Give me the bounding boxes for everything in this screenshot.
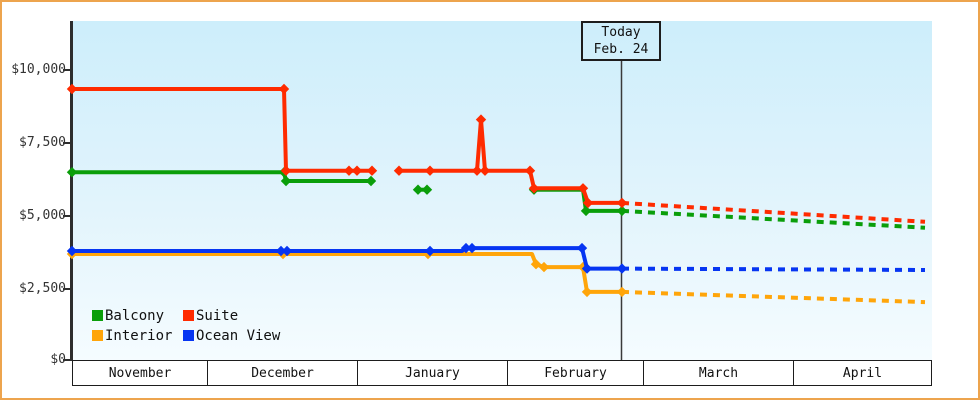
legend-label: Ocean View — [196, 327, 281, 344]
data-point-diamond — [616, 205, 628, 217]
series-balcony — [66, 167, 926, 230]
price-line — [72, 170, 371, 183]
y-axis-label: $7,500 — [19, 135, 66, 150]
data-point-diamond — [424, 165, 436, 176]
predicted-price-line — [621, 200, 926, 224]
data-point-diamond — [479, 165, 491, 176]
predicted-price-line — [621, 266, 926, 272]
month-cell-march: March — [643, 361, 793, 385]
legend-item-interior: Interior — [92, 326, 183, 345]
data-point-diamond — [582, 197, 594, 209]
series-ocean-view — [66, 242, 926, 274]
data-point-diamond — [393, 165, 405, 176]
series-suite — [66, 83, 926, 224]
data-point-diamond — [528, 183, 540, 194]
data-point-diamond — [460, 242, 472, 254]
y-axis-label: $5,000 — [19, 208, 66, 223]
data-point-diamond — [412, 184, 424, 195]
y-axis-label: $10,000 — [11, 62, 66, 77]
data-point-diamond — [365, 175, 377, 187]
data-point-diamond — [581, 263, 593, 274]
data-point-diamond — [275, 245, 287, 257]
data-point-diamond — [581, 286, 593, 298]
today-marker-box: Today Feb. 24 — [581, 21, 661, 61]
data-point-diamond — [351, 165, 363, 176]
today-label: Today — [601, 25, 641, 40]
today-date: Feb. 24 — [593, 42, 649, 57]
data-point-diamond — [538, 261, 550, 273]
month-cell-april: April — [793, 361, 932, 385]
legend-swatch-icon — [92, 310, 103, 321]
data-point-diamond — [576, 242, 588, 254]
plot-area — [72, 21, 932, 360]
data-point-diamond — [616, 286, 628, 298]
predicted-price-line — [621, 289, 926, 305]
legend-swatch-icon — [183, 330, 194, 341]
data-point-diamond — [471, 165, 483, 176]
data-point-diamond — [530, 259, 542, 270]
data-point-diamond — [281, 245, 293, 257]
legend-label: Interior — [105, 327, 173, 344]
data-point-diamond — [580, 205, 592, 217]
month-cell-november: November — [72, 361, 207, 385]
price-line — [534, 187, 622, 213]
legend-label: Suite — [196, 307, 239, 324]
legend-item-balcony: Balcony — [92, 306, 183, 325]
data-point-diamond — [475, 114, 487, 125]
data-point-diamond — [524, 165, 536, 176]
data-point-diamond — [278, 83, 290, 95]
legend-swatch-icon — [183, 310, 194, 321]
data-point-diamond — [577, 183, 589, 194]
price-line — [72, 87, 372, 173]
data-point-diamond — [421, 184, 433, 195]
data-point-diamond — [616, 263, 628, 274]
y-axis — [63, 21, 73, 361]
data-point-diamond — [616, 197, 628, 209]
series-interior — [66, 248, 926, 305]
data-point-diamond — [280, 175, 292, 187]
data-point-diamond — [280, 165, 292, 176]
price-line — [72, 252, 622, 294]
data-point-diamond — [66, 245, 78, 257]
month-cell-december: December — [207, 361, 357, 385]
data-point-diamond — [424, 245, 436, 257]
data-point-diamond — [366, 165, 378, 176]
chart-legend: Balcony Suite Interior Ocean View — [92, 306, 280, 345]
legend-swatch-icon — [92, 330, 103, 341]
month-cell-february: February — [507, 361, 643, 385]
month-cell-january: January — [357, 361, 507, 385]
data-point-diamond — [66, 83, 78, 95]
data-point-diamond — [66, 167, 78, 178]
legend-item-suite: Suite — [183, 306, 280, 325]
price-line — [399, 117, 622, 205]
legend-label: Balcony — [105, 307, 165, 324]
legend-item-ocean-view: Ocean View — [183, 326, 280, 345]
data-point-diamond — [343, 165, 355, 176]
predicted-price-line — [621, 208, 926, 230]
data-point-diamond — [466, 242, 478, 254]
y-axis-label: $0 — [50, 352, 66, 367]
y-axis-label: $2,500 — [19, 281, 66, 296]
x-axis-month-band: November December January February March Apri… — [72, 360, 932, 386]
